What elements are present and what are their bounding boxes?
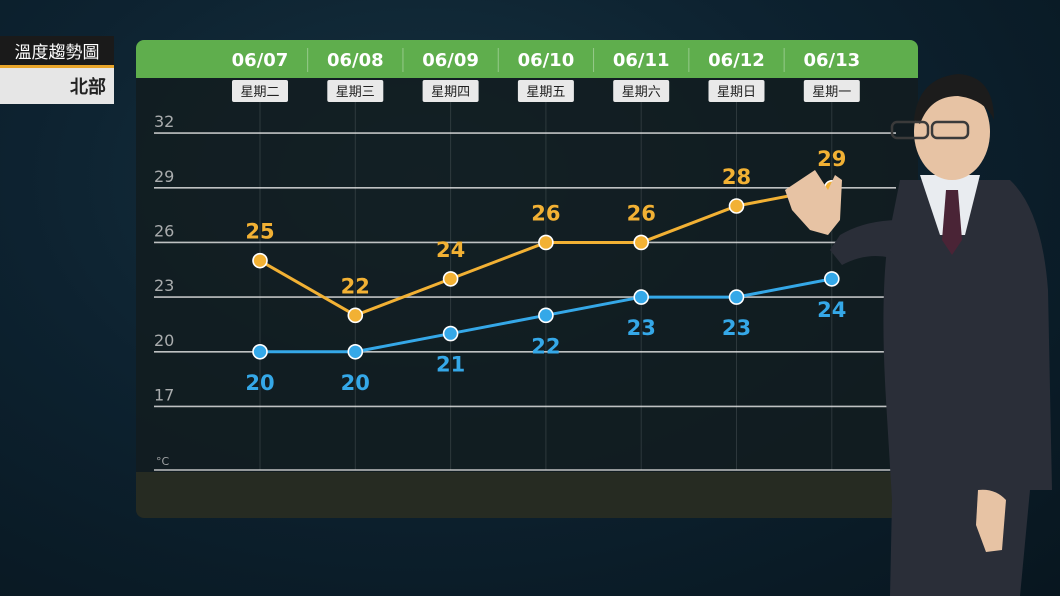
y-tick-label: 17 <box>154 385 174 404</box>
low-data-label: 23 <box>722 316 751 340</box>
presenter-figure <box>785 74 1052 596</box>
weekday-tag <box>613 80 670 102</box>
weekday-label: 星期一 <box>812 85 851 100</box>
date-label: 06/09 <box>422 50 479 71</box>
weekday-label: 星期四 <box>431 85 470 100</box>
low-point <box>823 271 840 287</box>
low-point <box>442 325 459 342</box>
date-label: 06/13 <box>803 50 860 71</box>
region-label: 北部 <box>0 68 114 104</box>
high-point <box>347 307 364 324</box>
high-data-label: 24 <box>436 238 465 262</box>
low-data-label: 21 <box>436 353 465 377</box>
chart-title: 溫度趨勢圖 <box>0 36 114 68</box>
date-label: 06/07 <box>232 50 289 71</box>
weekday-label: 星期六 <box>622 85 661 100</box>
weekday-label: 星期三 <box>336 85 375 100</box>
high-data-label: 26 <box>531 201 560 225</box>
high-point <box>538 234 554 251</box>
high-point <box>728 198 745 214</box>
high-data-label: 26 <box>627 201 656 225</box>
low-point <box>728 289 745 305</box>
high-data-label: 22 <box>341 274 370 298</box>
low-data-label: 20 <box>245 371 274 395</box>
weekday-label: 星期二 <box>240 85 279 100</box>
low-data-label: 23 <box>627 316 656 340</box>
high-data-label: 29 <box>817 147 846 171</box>
y-tick-label: 20 <box>154 331 174 350</box>
low-data-label: 22 <box>531 334 560 358</box>
y-tick-label: 23 <box>154 276 174 295</box>
temperature-chart: 32 29 26 23 20 17 °C 06/07 星期二 06/08 星期三 06/09 星期四 06… <box>154 48 896 471</box>
date-label: 06/11 <box>613 50 670 71</box>
chart-footer <box>136 472 918 518</box>
high-point <box>633 234 650 251</box>
weekday-tag <box>422 80 479 102</box>
low-data-label: 20 <box>341 371 370 395</box>
weekday-tag <box>708 80 765 102</box>
weekday-tag <box>232 80 288 102</box>
y-tick-label: 29 <box>154 167 174 186</box>
y-tick-label: 32 <box>154 112 174 131</box>
low-point <box>252 343 268 360</box>
low-point <box>347 343 364 360</box>
high-point <box>442 271 459 287</box>
low-point <box>538 307 554 324</box>
y-unit-label: °C <box>156 455 170 468</box>
y-tick-label: 26 <box>154 221 174 240</box>
high-data-label: 28 <box>722 165 751 189</box>
date-label: 06/12 <box>708 50 765 71</box>
high-data-label: 25 <box>245 220 274 244</box>
low-data-label: 24 <box>817 298 846 322</box>
date-header-bar <box>136 40 918 78</box>
chart-label: 溫度趨勢圖 北部 <box>0 36 114 104</box>
weekday-tag <box>517 80 574 102</box>
weekday-label: 星期五 <box>526 85 565 100</box>
date-label: 06/10 <box>518 50 575 71</box>
high-point <box>252 252 268 269</box>
date-label: 06/08 <box>327 50 384 71</box>
chart-panel: 32 29 26 23 20 17 °C 06/07 星期二 06/08 星期三 06/09 星期四 06… <box>136 40 918 518</box>
weekday-tag <box>803 80 860 102</box>
low-point <box>633 289 650 305</box>
weekday-tag <box>327 80 384 102</box>
weekday-label: 星期日 <box>717 85 756 100</box>
